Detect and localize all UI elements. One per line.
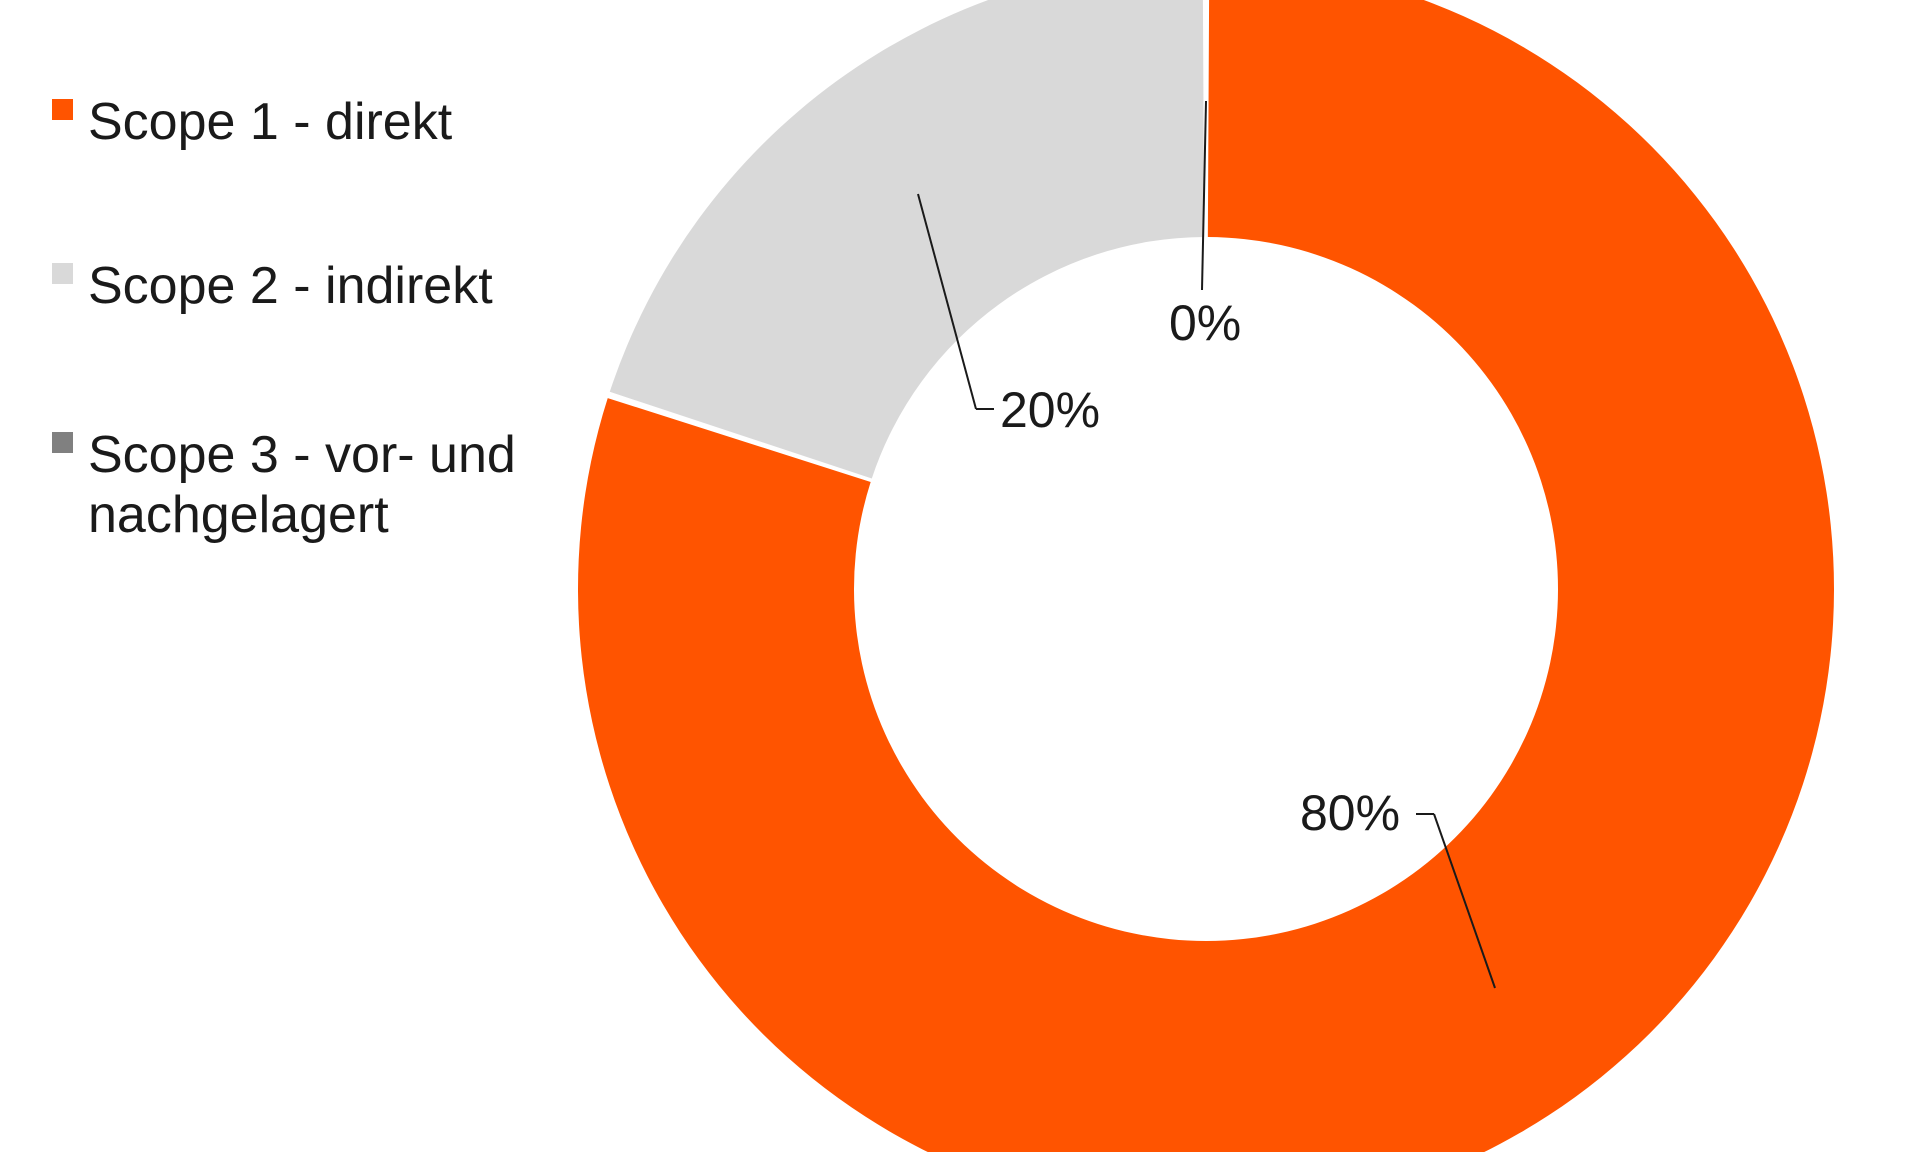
svg-text:80%: 80%	[1300, 785, 1400, 841]
svg-text:0%: 0%	[1169, 295, 1241, 351]
svg-text:20%: 20%	[1000, 382, 1100, 438]
